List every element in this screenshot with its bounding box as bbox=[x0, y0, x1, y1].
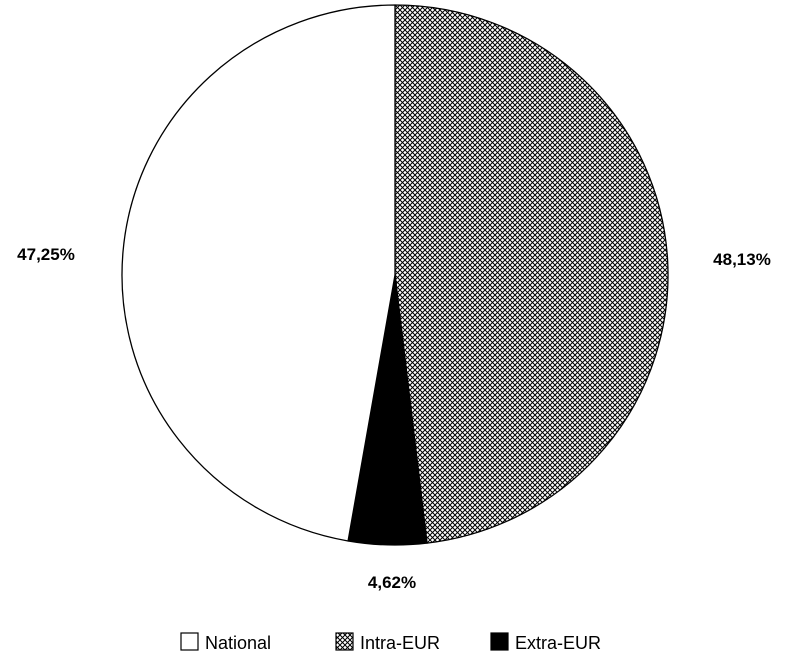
legend-item-national: National bbox=[180, 632, 271, 653]
legend-swatch-extra-eur bbox=[490, 632, 509, 651]
legend: National Intra-EUR Extra-EUR bbox=[180, 632, 601, 653]
legend-item-extra-eur: Extra-EUR bbox=[490, 632, 601, 653]
legend-swatch-national bbox=[180, 632, 199, 651]
legend-label-extra-eur: Extra-EUR bbox=[515, 633, 601, 653]
pie-slice-national bbox=[121, 4, 396, 542]
legend-label-intra-eur: Intra-EUR bbox=[360, 633, 440, 653]
slice-label-extra-eur: 4,62% bbox=[368, 573, 416, 592]
pie-slices bbox=[121, 4, 669, 546]
slice-label-intra-eur: 48,13% bbox=[713, 250, 771, 269]
slice-label-national: 47,25% bbox=[17, 245, 75, 264]
legend-swatch-intra-eur bbox=[335, 632, 354, 651]
legend-item-intra-eur: Intra-EUR bbox=[335, 632, 440, 653]
pie-slice-intra-eur bbox=[394, 4, 669, 544]
pie-labels: 48,13% 4,62% 47,25% bbox=[17, 245, 771, 592]
legend-label-national: National bbox=[205, 633, 271, 653]
